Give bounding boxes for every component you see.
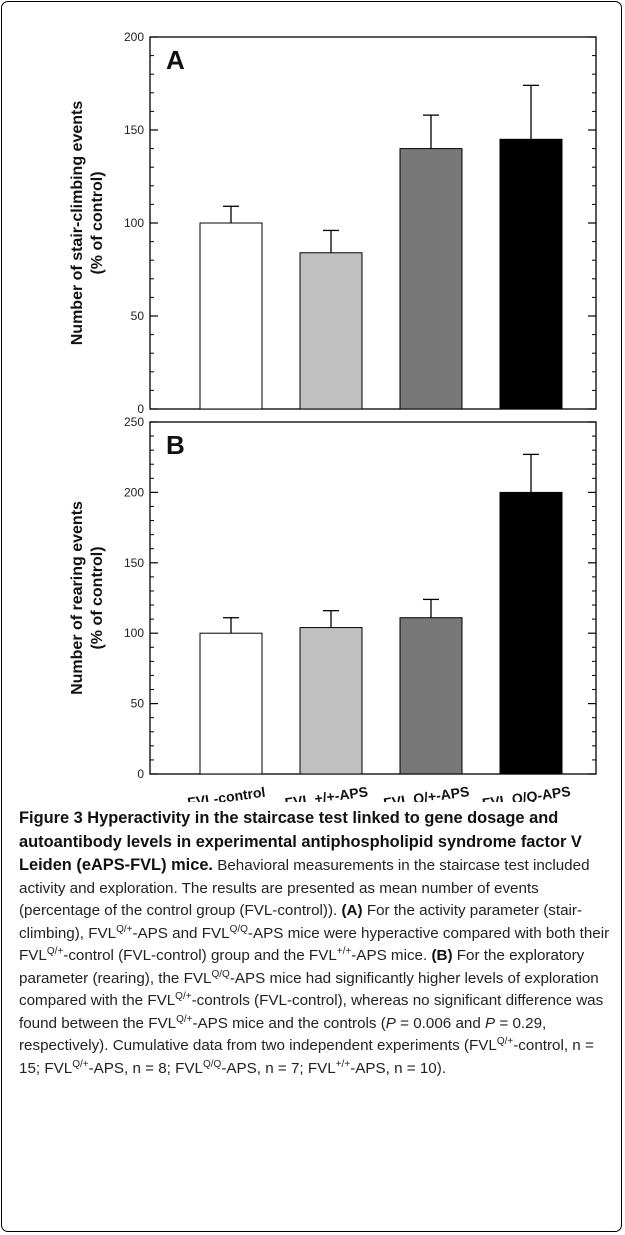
superscript: Q/+ xyxy=(116,923,133,935)
caption-text: Cumulative data from two independent exp… xyxy=(112,1037,497,1054)
x-category-label-4: FVL Q/Q-APS xyxy=(481,783,572,802)
caption-text: -APS mice. xyxy=(351,947,428,964)
caption-text-1: Behavioral measurements in the staircase… xyxy=(19,857,590,919)
panel-b-letter: B xyxy=(166,430,185,460)
superscript: Q/+ xyxy=(175,991,192,1002)
panel-b: 0 50 100 150 200 250 B Number of rearing events… xyxy=(69,415,597,802)
panel-b-ylabel-line-2: (% of control) xyxy=(89,546,106,649)
caption-text: = 0.29, respectively). xyxy=(19,1014,547,1055)
caption-text: -APS mice were hyperactive compared with… xyxy=(19,924,610,965)
panel-b-plot-frame xyxy=(149,421,597,775)
p-symbol: P xyxy=(385,1014,396,1032)
panel-a-bar-2 xyxy=(299,252,363,410)
bar-chart-figure: 0 50 100 150 200 A Number of stair-climbing ev… xyxy=(69,30,597,802)
panel-a-letter: A xyxy=(166,45,185,75)
panel-b-ytick-label: 50 xyxy=(131,697,145,711)
caption-text: -APS and FVL xyxy=(132,924,230,942)
superscript: +/+ xyxy=(335,1058,351,1070)
panel-b-ytick-label: 250 xyxy=(124,415,144,429)
panel-a-ytick-label: 0 xyxy=(137,402,144,416)
panel-a: 0 50 100 150 200 A Number of stair-climbing ev… xyxy=(69,30,597,416)
caption-text: -APS, n = 7; FVL xyxy=(221,1059,336,1077)
panel-a-ytick-label: 200 xyxy=(124,30,144,44)
panel-b-ylabel-line-1: Number of rearing events xyxy=(69,501,86,695)
caption-text: -APS mice had significantly higher level… xyxy=(19,969,599,1010)
x-category-label-2: FVL +/+-APS xyxy=(284,783,369,802)
panel-b-bar-1 xyxy=(199,632,263,775)
panel-b-ytick-label: 100 xyxy=(124,626,144,640)
superscript: Q/+ xyxy=(72,1058,89,1070)
panel-a-bar-1 xyxy=(199,222,263,410)
caption-text: -control, n = 15; FVL xyxy=(19,1037,594,1077)
caption-text: -APS, n = 8; FVL xyxy=(88,1059,203,1077)
panel-a-ylabel-line-2: (% of control) xyxy=(89,171,106,274)
superscript: Q/Q xyxy=(229,923,248,935)
caption-text: -controls (FVL-control), whereas no sign… xyxy=(19,992,604,1032)
caption-text: For the exploratory parameter (rearing),… xyxy=(19,947,585,987)
caption-text: For the activity parameter (stair-climbi… xyxy=(19,902,583,942)
panel-b-ytick-label: 150 xyxy=(124,556,144,570)
figure-caption: Figure 3 Hyperactivity in the staircase … xyxy=(19,807,614,1080)
panel-b-bar-4 xyxy=(499,491,563,775)
superscript: Q/+ xyxy=(496,1036,514,1047)
caption-label-a: (A) xyxy=(341,902,363,919)
x-category-label-3: FVL Q/+-APS xyxy=(382,783,470,802)
panel-b-bar-2 xyxy=(299,627,363,775)
x-category-label-1: FVL-control xyxy=(186,784,266,802)
superscript: Q/Q xyxy=(211,968,230,980)
superscript: Q/+ xyxy=(46,946,64,957)
caption-text: -APS, n = 10). xyxy=(350,1059,446,1077)
panel-a-bar-3 xyxy=(399,148,463,410)
caption-text: -APS mice and the controls ( xyxy=(192,1014,386,1032)
panel-a-ytick-label: 50 xyxy=(131,309,145,323)
caption-label-b: (B) xyxy=(431,947,453,964)
panel-a-ytick-label: 100 xyxy=(124,216,144,230)
panel-b-ytick-label: 200 xyxy=(124,485,144,499)
panel-a-ylabel-line-1: Number of stair-climbing events xyxy=(69,101,86,346)
superscript: Q/+ xyxy=(176,1013,193,1025)
panel-b-bar-3 xyxy=(399,617,463,775)
caption-text: -control (FVL-control) group and the FVL xyxy=(63,947,337,964)
superscript: +/+ xyxy=(336,946,352,957)
superscript: Q/Q xyxy=(202,1058,222,1070)
panel-a-bar-4 xyxy=(499,138,563,410)
caption-title: Figure 3 Hyperactivity in the staircase … xyxy=(19,809,582,874)
caption-text: = 0.006 and xyxy=(395,1014,486,1032)
p-symbol: P xyxy=(485,1014,496,1032)
panel-b-ytick-label: 0 xyxy=(137,767,144,781)
panel-a-ytick-label: 150 xyxy=(124,123,144,137)
